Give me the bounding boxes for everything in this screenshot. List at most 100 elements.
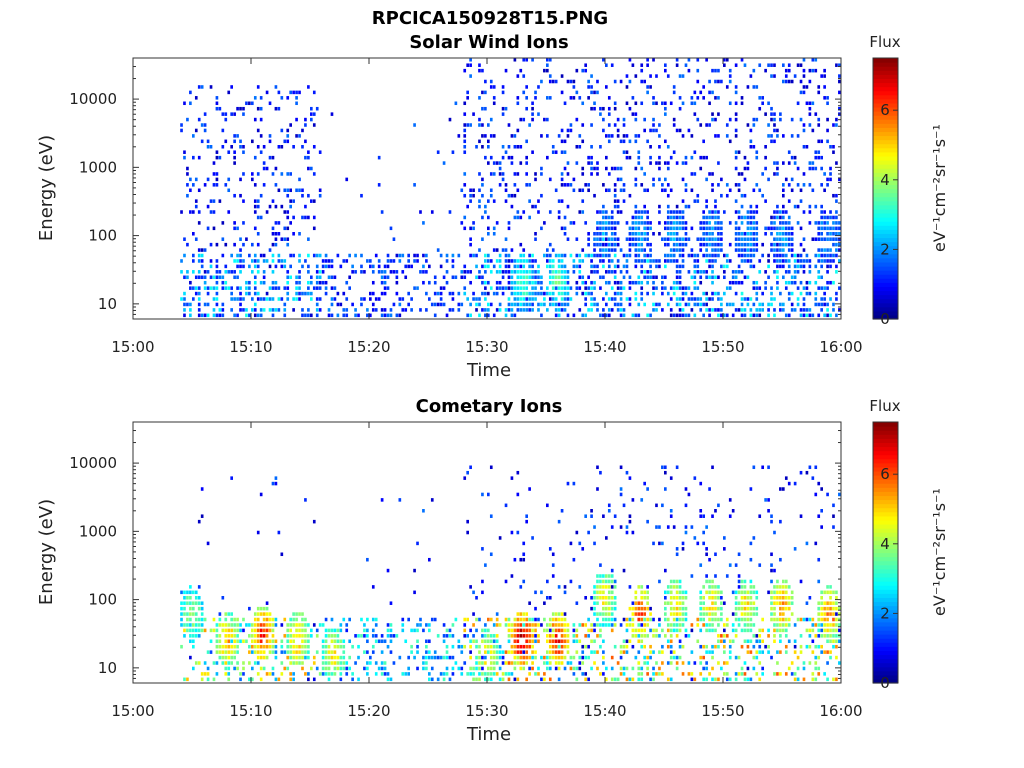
heatmap-cell	[546, 253, 549, 258]
heatmap-cell	[796, 286, 800, 290]
heatmap-cell	[212, 183, 216, 187]
heatmap-cell	[814, 264, 818, 269]
heatmap-cell	[383, 264, 387, 269]
heatmap-cell	[723, 253, 726, 258]
heatmap-cell	[705, 226, 708, 231]
heatmap-cell	[829, 628, 832, 633]
heatmap-cell	[711, 579, 714, 584]
heatmap-cell	[481, 661, 484, 665]
heatmap-cell	[616, 199, 620, 203]
heatmap-cell	[675, 579, 679, 584]
heatmap-cell	[646, 617, 649, 622]
heatmap-cell	[776, 237, 779, 241]
heatmap-cell	[814, 68, 818, 73]
heatmap-cell	[256, 291, 260, 296]
heatmap-cell	[307, 634, 310, 638]
heatmap-cell	[752, 666, 756, 671]
heatmap-cell	[678, 242, 682, 247]
heatmap-cell	[734, 210, 738, 214]
heatmap-cell	[557, 275, 561, 280]
heatmap-cell	[304, 259, 307, 263]
heatmap-cell	[251, 139, 254, 144]
heatmap-cell	[779, 634, 782, 638]
heatmap-cell	[814, 291, 818, 296]
heatmap-cell	[829, 172, 832, 176]
heatmap-cell	[593, 253, 596, 258]
heatmap-cell	[631, 628, 635, 633]
heatmap-cell	[324, 617, 328, 622]
heatmap-cell	[640, 585, 644, 589]
heatmap-cell	[336, 634, 340, 638]
heatmap-cell	[784, 210, 788, 214]
heatmap-cell	[784, 259, 788, 263]
heatmap-cell	[664, 264, 667, 269]
heatmap-cell	[684, 606, 688, 611]
heatmap-cell	[832, 232, 835, 236]
heatmap-cell	[787, 221, 791, 225]
heatmap-cell	[684, 487, 688, 491]
heatmap-cell	[501, 291, 505, 296]
heatmap-cell	[386, 264, 390, 269]
heatmap-cell	[475, 596, 478, 600]
heatmap-cell	[675, 63, 679, 67]
heatmap-cell	[277, 259, 281, 263]
heatmap-cell	[784, 596, 788, 600]
heatmap-cell	[758, 650, 762, 654]
heatmap-cell	[218, 270, 222, 274]
heatmap-cell	[593, 248, 596, 252]
heatmap-cell	[755, 210, 759, 214]
heatmap-cell	[227, 672, 231, 676]
heatmap-cell	[661, 101, 664, 106]
heatmap-cell	[525, 275, 528, 280]
heatmap-cell	[805, 313, 809, 318]
heatmap-cell	[640, 183, 644, 187]
heatmap-cell	[596, 465, 599, 470]
heatmap-cell	[602, 606, 605, 611]
heatmap-cell	[528, 123, 531, 127]
heatmap-cell	[593, 596, 596, 600]
heatmap-cell	[383, 270, 387, 274]
heatmap-cell	[283, 617, 287, 622]
heatmap-cell	[596, 601, 599, 605]
heatmap-cell	[720, 248, 723, 252]
heatmap-cell	[516, 623, 520, 627]
heatmap-cell	[832, 308, 835, 312]
heatmap-cell	[664, 112, 667, 116]
heatmap-cell	[643, 226, 646, 231]
heatmap-cell	[200, 275, 204, 280]
heatmap-cell	[820, 253, 823, 258]
heatmap-cell	[705, 606, 708, 611]
heatmap-cell	[666, 253, 670, 258]
heatmap-cell	[197, 291, 201, 296]
heatmap-cell	[758, 313, 762, 318]
heatmap-cell	[262, 634, 266, 638]
heatmap-cell	[602, 275, 605, 280]
heatmap-cell	[782, 308, 785, 312]
heatmap-cell	[516, 470, 520, 475]
heatmap-cell	[345, 623, 349, 627]
heatmap-cell	[640, 280, 644, 285]
heatmap-cell	[528, 291, 531, 296]
heatmap-cell	[749, 541, 753, 546]
heatmap-cell	[799, 617, 803, 622]
heatmap-cell	[675, 634, 679, 638]
heatmap-cell	[708, 579, 711, 584]
heatmap-cell	[784, 585, 788, 589]
heatmap-cell	[808, 465, 812, 470]
heatmap-cell	[554, 644, 558, 649]
heatmap-cell	[197, 313, 201, 318]
heatmap-cell	[318, 280, 322, 285]
heatmap-cell	[366, 557, 369, 562]
heatmap-cell	[699, 514, 703, 518]
heatmap-cell	[622, 253, 626, 258]
heatmap-cell	[209, 628, 213, 633]
heatmap-cell	[705, 123, 708, 127]
heatmap-cell	[767, 302, 770, 307]
heatmap-cell	[256, 606, 260, 611]
heatmap-cell	[832, 150, 835, 154]
heatmap-cell	[457, 302, 461, 307]
heatmap-cell	[826, 612, 829, 616]
heatmap-cell	[838, 612, 841, 616]
heatmap-cell	[734, 242, 738, 247]
heatmap-cell	[560, 270, 564, 274]
